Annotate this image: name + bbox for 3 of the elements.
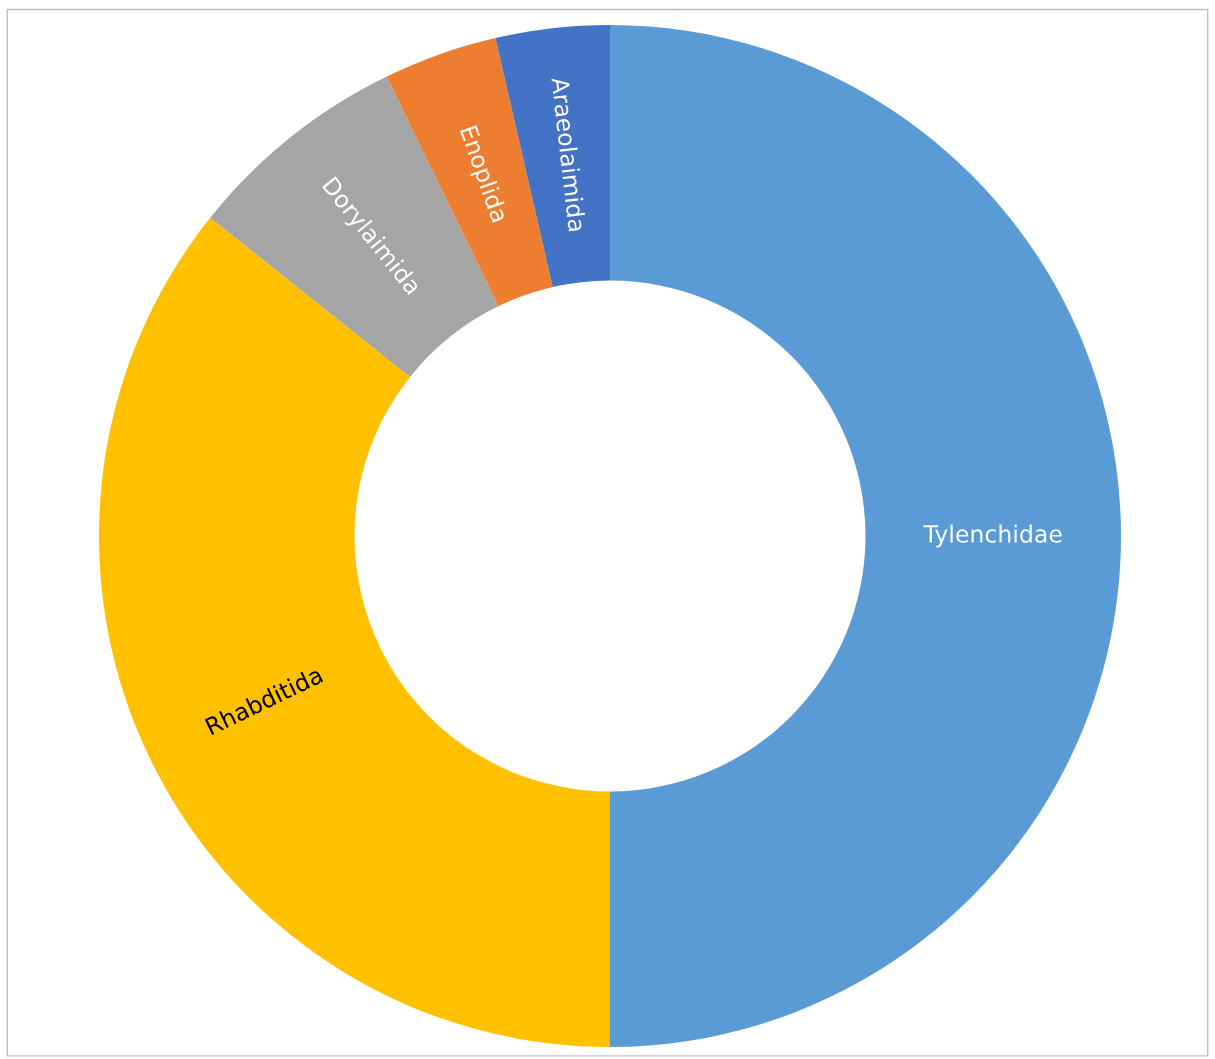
donut-slice xyxy=(610,25,1121,1047)
slice-label: Tylenchidae xyxy=(923,524,1062,548)
slice-label: Araeolaimida xyxy=(551,76,587,232)
